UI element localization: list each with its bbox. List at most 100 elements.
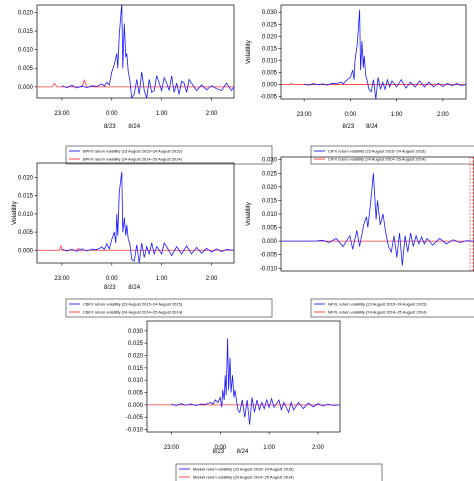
date-label: 8/23 xyxy=(104,124,116,130)
y-tick-label: 0.025 xyxy=(128,341,144,347)
legend-entry: BPFX return volatility (24 August 2014–2… xyxy=(83,157,183,162)
date-label: 8/23 xyxy=(104,285,116,291)
series-line-current xyxy=(61,172,234,263)
x-tick-label: 0:00 xyxy=(214,445,226,451)
y-tick-label: 0.000 xyxy=(18,85,34,91)
plot-frame xyxy=(36,162,235,264)
legend-entry: BPFX return volatility (23 August 2015–2… xyxy=(83,149,183,154)
legend-entry: NFXL return volatility (23 August 2015–2… xyxy=(328,302,427,307)
y-tick-label: 0.010 xyxy=(262,212,278,218)
plot-frame xyxy=(280,4,467,100)
x-tick-label: 0:00 xyxy=(106,111,118,117)
y-tick-label: -0.005 xyxy=(260,253,278,259)
y-axis-title: Volatility xyxy=(11,200,18,225)
y-tick-label: 0.020 xyxy=(262,185,278,191)
y-tick-label: 0.030 xyxy=(262,158,278,164)
y-tick-label: 0.030 xyxy=(128,329,144,335)
y-tick-label: 0.005 xyxy=(18,230,34,236)
x-tick-label: 23:00 xyxy=(164,445,180,451)
series-line-previous xyxy=(281,82,466,85)
y-tick-label: 0.005 xyxy=(262,226,278,232)
plot-frame xyxy=(280,156,474,272)
chart-panel-1: 0.020 0.015 0.010 0.005 0.000 23:00 0:00 1:00 2:… xyxy=(18,4,273,165)
legend: CBFX return volatility (23 August 2015–2… xyxy=(65,298,273,318)
date-label: 8/24 xyxy=(366,124,378,130)
legend-box xyxy=(175,463,383,481)
y-tick-label: 0.020 xyxy=(18,176,34,182)
y-tick-label: 0.020 xyxy=(128,354,144,360)
y-tick-label: 0.010 xyxy=(262,58,278,64)
x-tick-label: 2:00 xyxy=(437,112,449,118)
y-tick-label: 0.005 xyxy=(18,66,34,72)
y-tick-label: 0.020 xyxy=(18,10,34,16)
legend-box xyxy=(310,145,474,165)
chart-panel-4: 0.030 0.025 0.020 0.015 0.010 0.005 0.000 -0.00… xyxy=(245,156,474,318)
legend: BPFX return volatility (23 August 2015–2… xyxy=(65,145,273,165)
y-tick-label: -0.005 xyxy=(126,415,144,421)
y-tick-label: 0.015 xyxy=(18,194,34,200)
x-tick-label: 2:00 xyxy=(206,111,218,117)
x-tick-label: 23:00 xyxy=(297,112,313,118)
y-tick-label: 0.015 xyxy=(262,198,278,204)
legend-box xyxy=(65,298,273,318)
date-label: 8/23 xyxy=(343,124,355,130)
x-tick-label: 23:00 xyxy=(54,111,70,117)
date-label: 8/24 xyxy=(128,124,140,130)
series-line-previous xyxy=(37,78,234,88)
x-tick-label: 2:00 xyxy=(312,445,324,451)
legend-box xyxy=(65,145,273,165)
legend-entry: NFXL return volatility (24 August 2014–2… xyxy=(328,310,427,315)
y-tick-label: 0.025 xyxy=(262,22,278,28)
x-tick-label: 1:00 xyxy=(263,445,275,451)
series-line-current xyxy=(304,9,466,99)
x-tick-label: 1:00 xyxy=(156,111,168,117)
legend-entry: Market return volatility (23 August 2015… xyxy=(193,467,294,472)
y-tick-label: 0.015 xyxy=(262,46,278,52)
series-line-current xyxy=(61,5,234,98)
y-tick-label: 0.030 xyxy=(262,10,278,16)
x-tick-label: 0:00 xyxy=(106,276,118,282)
legend: NFXL return volatility (23 August 2015–2… xyxy=(310,298,474,318)
y-tick-label: 0.005 xyxy=(128,391,144,397)
legend-entry: CIFX return volatility (23 August 2015–2… xyxy=(328,149,426,154)
y-axis-title: Volatility xyxy=(245,201,252,226)
legend-box xyxy=(310,298,474,318)
y-tick-label: 0.015 xyxy=(18,29,34,35)
y-tick-label: 0.020 xyxy=(262,34,278,40)
plot-frame xyxy=(36,4,235,99)
date-label: 8/24 xyxy=(237,449,249,455)
legend-entry: CBFX return volatility (23 August 2015–2… xyxy=(83,302,183,307)
y-tick-label: 0.010 xyxy=(128,378,144,384)
chart-panel-5: 0.030 0.025 0.020 0.015 0.010 0.005 0.000 -0.00… xyxy=(126,320,383,481)
y-tick-label: 0.005 xyxy=(262,70,278,76)
x-tick-label: 1:00 xyxy=(391,112,403,118)
date-label: 8/23 xyxy=(212,449,224,455)
x-tick-label: 2:00 xyxy=(206,276,218,282)
y-tick-label: 0.010 xyxy=(18,48,34,54)
y-tick-label: -0.010 xyxy=(126,428,144,434)
y-tick-label: -0.005 xyxy=(260,95,278,101)
y-tick-label: 0.000 xyxy=(128,403,144,409)
chart-panel-3: 0.020 0.015 0.010 0.005 0.000 Volatility 23:00… xyxy=(11,162,273,318)
y-tick-label: 0.010 xyxy=(18,212,34,218)
y-tick-label: 0.000 xyxy=(18,248,34,254)
y-tick-label: 0.025 xyxy=(262,171,278,177)
legend-entry: CIFX return volatility (24 August 2014–2… xyxy=(328,157,426,162)
y-tick-label: 0.015 xyxy=(128,366,144,372)
series-line-current xyxy=(171,338,340,425)
x-tick-label: 0:00 xyxy=(345,112,357,118)
plot-frame xyxy=(146,320,341,433)
y-axis-title: Volatility xyxy=(245,39,252,64)
legend-entry: Market return volatility (24 August 2014… xyxy=(193,475,294,480)
y-tick-label: 0.000 xyxy=(262,239,278,245)
series-line-previous xyxy=(37,244,234,251)
legend: CIFX return volatility (23 August 2015–2… xyxy=(310,145,474,165)
x-tick-label: 23:00 xyxy=(54,276,70,282)
legend-entry: CBFX return volatility (24 August 2014–2… xyxy=(83,310,183,315)
date-label: 8/24 xyxy=(128,285,140,291)
legend: Market return volatility (23 August 2015… xyxy=(175,463,383,481)
x-tick-label: 1:00 xyxy=(156,276,168,282)
series-line-current xyxy=(281,173,474,266)
chart-panel-2: 0.030 0.025 0.020 0.015 0.010 0.005 0.000 -0.00… xyxy=(245,4,474,165)
